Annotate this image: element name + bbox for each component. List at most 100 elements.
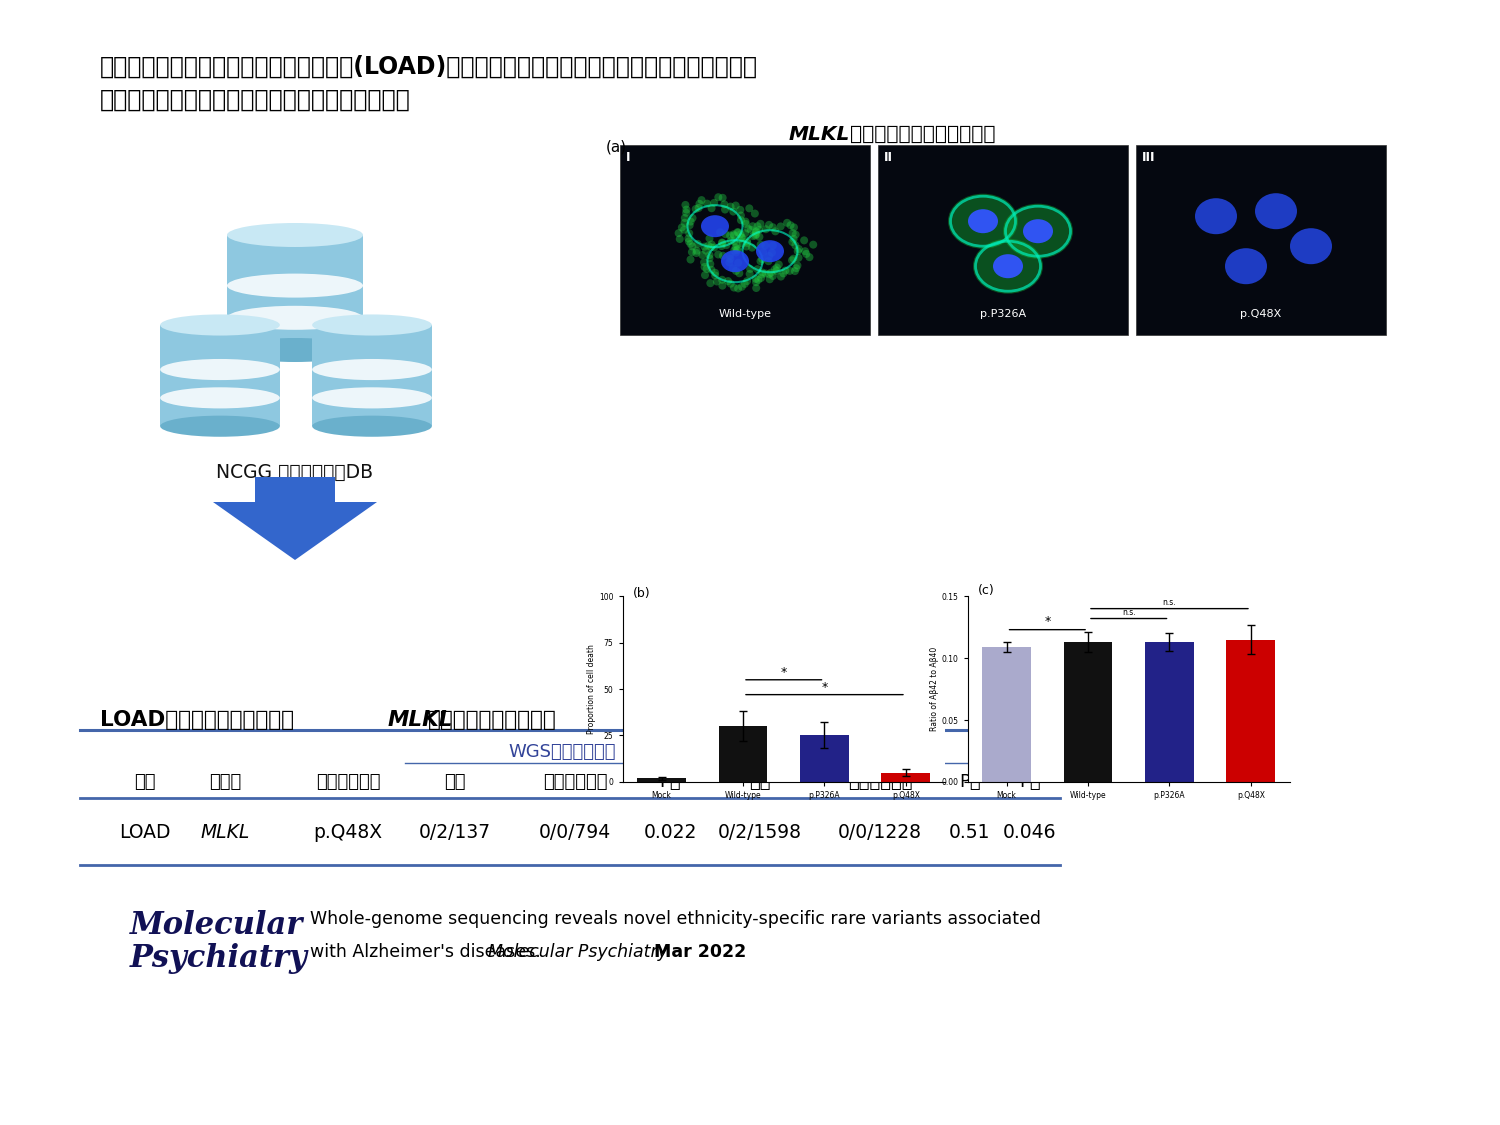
Ellipse shape	[774, 231, 782, 238]
Ellipse shape	[736, 223, 746, 231]
Ellipse shape	[777, 271, 784, 279]
Ellipse shape	[741, 238, 750, 246]
FancyBboxPatch shape	[312, 366, 432, 370]
Ellipse shape	[744, 258, 753, 266]
Text: 0.022: 0.022	[644, 822, 696, 842]
Text: 0.046: 0.046	[1004, 822, 1056, 842]
Text: 遺伝子: 遺伝子	[209, 773, 242, 791]
Ellipse shape	[728, 261, 736, 269]
Text: *: *	[822, 681, 828, 694]
Ellipse shape	[736, 231, 746, 238]
FancyBboxPatch shape	[226, 315, 363, 322]
Text: NCGG バイオバンクDB: NCGG バイオバンクDB	[216, 464, 374, 482]
Ellipse shape	[801, 248, 808, 255]
Ellipse shape	[780, 225, 788, 233]
FancyBboxPatch shape	[160, 345, 280, 350]
Ellipse shape	[160, 359, 280, 380]
FancyBboxPatch shape	[160, 421, 280, 426]
Ellipse shape	[768, 263, 777, 271]
Ellipse shape	[768, 249, 777, 256]
Ellipse shape	[795, 259, 802, 268]
Ellipse shape	[796, 263, 804, 271]
FancyBboxPatch shape	[312, 356, 432, 360]
Ellipse shape	[742, 212, 752, 220]
Ellipse shape	[736, 197, 744, 205]
Ellipse shape	[968, 209, 998, 233]
FancyBboxPatch shape	[226, 322, 363, 327]
Text: 疾患: 疾患	[135, 773, 156, 791]
Ellipse shape	[712, 278, 720, 286]
FancyBboxPatch shape	[620, 145, 870, 335]
Text: 0/0/1228: 0/0/1228	[839, 822, 922, 842]
Ellipse shape	[706, 243, 716, 251]
Ellipse shape	[974, 238, 1042, 294]
FancyBboxPatch shape	[312, 370, 432, 376]
FancyBboxPatch shape	[312, 416, 432, 421]
FancyBboxPatch shape	[226, 339, 363, 344]
Text: P値: P値	[958, 773, 981, 791]
Text: 【活用例２】　孤発性アルツハイマー病(LOAD)の新規遺伝的リスク因子群の同定にバイオバンク: 【活用例２】 孤発性アルツハイマー病(LOAD)の新規遺伝的リスク因子群の同定に…	[100, 55, 758, 79]
Ellipse shape	[771, 227, 780, 235]
Ellipse shape	[684, 199, 693, 207]
Ellipse shape	[226, 338, 363, 362]
FancyBboxPatch shape	[226, 258, 363, 263]
FancyBboxPatch shape	[160, 356, 280, 360]
Ellipse shape	[312, 387, 432, 408]
Ellipse shape	[700, 215, 729, 237]
Ellipse shape	[748, 260, 756, 268]
Ellipse shape	[1290, 228, 1332, 264]
Ellipse shape	[770, 274, 777, 282]
Text: アミノ酸変化: アミノ酸変化	[315, 773, 381, 791]
Ellipse shape	[714, 244, 722, 252]
Ellipse shape	[702, 268, 711, 276]
Ellipse shape	[678, 202, 686, 210]
Ellipse shape	[690, 253, 699, 261]
Ellipse shape	[699, 238, 708, 246]
Ellipse shape	[798, 254, 807, 263]
Text: p.Q48X: p.Q48X	[1240, 309, 1281, 319]
Ellipse shape	[750, 216, 758, 224]
Text: 0.51: 0.51	[950, 822, 990, 842]
Ellipse shape	[748, 222, 756, 229]
FancyBboxPatch shape	[226, 327, 363, 333]
Ellipse shape	[693, 246, 700, 254]
Text: コントロール: コントロール	[543, 773, 608, 791]
Text: II: II	[884, 151, 892, 164]
Ellipse shape	[750, 233, 758, 241]
FancyBboxPatch shape	[160, 380, 280, 386]
Ellipse shape	[772, 260, 782, 269]
Ellipse shape	[738, 228, 746, 236]
Ellipse shape	[736, 226, 744, 234]
Ellipse shape	[778, 268, 786, 276]
Ellipse shape	[160, 315, 280, 335]
Ellipse shape	[948, 193, 1018, 249]
Text: MLKL: MLKL	[388, 710, 453, 730]
FancyBboxPatch shape	[226, 309, 363, 315]
FancyBboxPatch shape	[312, 350, 432, 356]
Text: 患者: 患者	[444, 773, 465, 791]
FancyBboxPatch shape	[160, 335, 280, 340]
Text: Mar 2022: Mar 2022	[648, 943, 747, 961]
Ellipse shape	[312, 359, 432, 380]
Ellipse shape	[800, 250, 808, 258]
Text: LOAD: LOAD	[120, 822, 171, 842]
Ellipse shape	[690, 213, 698, 220]
Ellipse shape	[756, 241, 784, 262]
Ellipse shape	[722, 277, 729, 285]
Ellipse shape	[226, 273, 363, 298]
Ellipse shape	[754, 237, 764, 246]
Ellipse shape	[692, 200, 699, 208]
Ellipse shape	[736, 276, 744, 284]
FancyBboxPatch shape	[312, 345, 432, 350]
Ellipse shape	[1004, 204, 1072, 259]
Ellipse shape	[753, 262, 760, 270]
Ellipse shape	[686, 222, 693, 229]
Ellipse shape	[753, 223, 762, 231]
Ellipse shape	[756, 277, 764, 285]
Bar	[1227, 639, 1275, 782]
Ellipse shape	[762, 270, 770, 278]
Ellipse shape	[675, 226, 682, 234]
Ellipse shape	[714, 242, 722, 250]
Ellipse shape	[732, 195, 741, 202]
Ellipse shape	[720, 241, 728, 249]
